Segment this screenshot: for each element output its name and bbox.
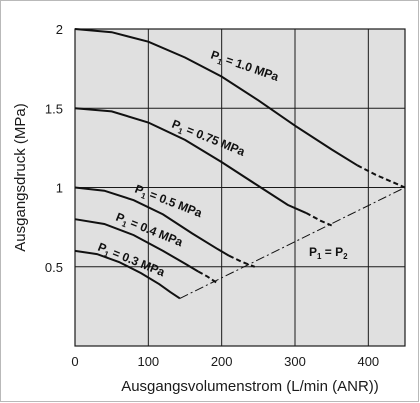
curve-dashed-4 [197, 270, 218, 284]
x-tick-label: 400 [357, 354, 379, 369]
y-tick-label: 0.5 [45, 260, 63, 275]
curves [74, 28, 406, 300]
y-axis-label: Ausgangsdruck (MPa) [12, 103, 29, 251]
boundary-label: P1 = P2 [309, 245, 348, 261]
x-tick-label: 300 [284, 354, 306, 369]
curve-line-3 [74, 186, 230, 257]
boundary-line [179, 187, 406, 299]
curve-dashed-2 [305, 212, 333, 227]
x-tick-label: 0 [71, 354, 78, 369]
curve-line-4 [74, 218, 199, 273]
y-tick-label: 1 [56, 181, 63, 196]
curve-line-2 [74, 107, 307, 214]
curve-dashed-1 [356, 164, 406, 189]
y-tick-label: 2 [56, 22, 63, 37]
y-tick-label: 1.5 [45, 101, 63, 116]
x-tick-label: 200 [211, 354, 233, 369]
x-tick-label: 100 [137, 354, 159, 369]
curve-dashed-3 [228, 254, 256, 268]
curve-line-5 [74, 249, 181, 300]
curve-line-1 [74, 28, 358, 167]
tick-labels: 0 100 200 300 400 0.5 1 1.5 2 [45, 22, 379, 369]
x-axis-label: Ausgangsvolumenstrom (L/min (ANR)) [121, 378, 379, 395]
